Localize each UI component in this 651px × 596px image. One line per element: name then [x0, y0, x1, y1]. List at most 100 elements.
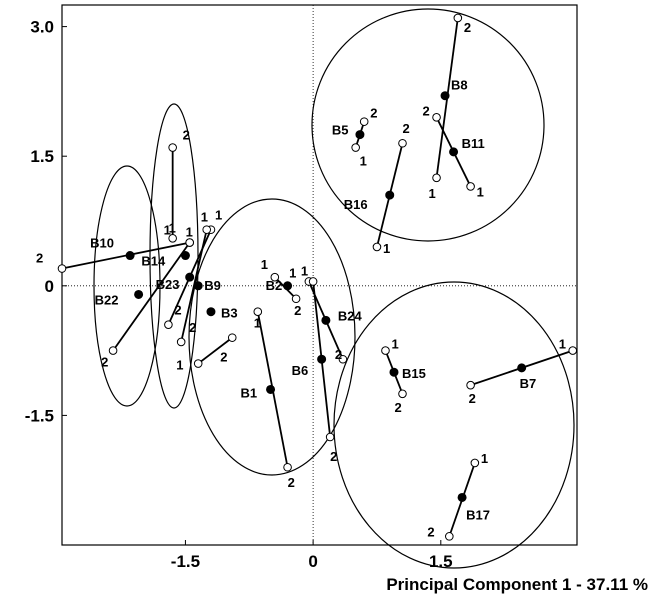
point-b24-mean: [321, 315, 331, 325]
label-b6: B6: [292, 363, 309, 378]
point-b1-rep2: [283, 462, 292, 472]
point-b11-mean: [449, 147, 459, 157]
x-ticks: -1.5 0 1.5: [171, 540, 453, 571]
label-b22-rep1: 1: [186, 225, 193, 240]
point-b10-mean: [125, 251, 135, 261]
label-b7: B7: [520, 376, 537, 391]
label-b1-rep2: 2: [288, 475, 295, 490]
group-ellipse-left-2: [149, 103, 199, 409]
points: [57, 13, 578, 541]
point-b3-rep2: [227, 333, 237, 342]
label-b3-rep1: 1: [176, 358, 183, 373]
label-b23: B23: [156, 277, 180, 292]
plot-border: [61, 4, 578, 546]
plot-frame: [61, 4, 578, 546]
point-b8-rep1: [432, 173, 441, 183]
label-b23-rep2: 2: [174, 303, 181, 318]
point-b2-rep1: [270, 272, 280, 282]
point-b16-rep2: [398, 138, 407, 148]
label-b10: B10: [90, 236, 114, 251]
label-b11: B11: [462, 136, 485, 151]
label-b8-rep1: 1: [429, 186, 436, 201]
zero-lines: [62, 5, 577, 545]
group-ellipse-upper-right: [311, 8, 545, 242]
point-b5-rep1: [351, 143, 360, 152]
label-b8-rep2: 2: [464, 20, 471, 35]
point-b9-mean: [193, 281, 203, 291]
label-b9-rep1: 1: [201, 210, 208, 225]
y-tick-label: 0: [45, 277, 54, 296]
link-b3: [197, 336, 233, 365]
point-b15-rep1: [381, 346, 390, 355]
point-b1-rep1: [253, 307, 263, 317]
label-b5-rep2: 2: [370, 106, 377, 121]
label-b17-rep2: 2: [427, 524, 434, 539]
point-b17-mean: [457, 492, 467, 502]
point-b16-mean: [385, 190, 395, 200]
label-b24-rep1: 1: [301, 263, 308, 278]
link-b22: [112, 242, 191, 352]
label-b11-rep2: 2: [423, 103, 430, 118]
label-b9-rep2: 2: [189, 320, 196, 335]
point-b17-rep2: [445, 532, 454, 541]
y-tick-label: 3.0: [30, 18, 54, 37]
label-b16-rep2: 2: [402, 121, 409, 136]
point-b6-rep2: [325, 432, 335, 442]
label-b15: B15: [402, 366, 426, 381]
label-b7-rep2: 2: [469, 391, 476, 406]
point-b16-rep1: [372, 242, 382, 252]
label-b11-rep1: 1: [477, 184, 484, 199]
label-b17: B17: [466, 507, 490, 522]
replicate-links: [61, 17, 574, 537]
label-b22: B22: [95, 292, 119, 307]
label-b16: B16: [344, 197, 368, 212]
label-b22-rep2: 2: [101, 355, 108, 370]
point-b1-mean: [266, 384, 276, 394]
point-b15-rep2: [398, 389, 407, 399]
label-b3-rep2: 2: [220, 350, 227, 365]
label-b8: B8: [451, 78, 468, 93]
label-b16-rep1: 1: [383, 241, 390, 256]
group-ellipse-center: [188, 198, 356, 476]
point-b11-rep2: [432, 113, 441, 122]
point-b14-mean: [180, 251, 190, 261]
label-b7-rep1: 1: [559, 337, 566, 352]
point-b7-rep2: [466, 380, 475, 390]
point-b22-rep1: [185, 238, 194, 247]
label-b10-rep1: 1: [164, 223, 171, 238]
y-tick-label: -1.5: [25, 406, 54, 425]
label-b3: B3: [221, 306, 238, 321]
point-b3-rep1: [193, 359, 203, 368]
x-axis-label: Principal Component 1 - 37.11 %: [386, 575, 648, 594]
point-b2-rep2: [291, 294, 301, 304]
label-b2-rep1: 1: [261, 257, 268, 272]
point-b17-rep1: [470, 458, 480, 468]
label-b14-rep1: 1: [169, 220, 176, 235]
label-b14-rep2: 2: [183, 128, 190, 143]
group-ellipse-lower-right: [333, 281, 575, 569]
label-b6-rep1: 1: [289, 265, 296, 280]
point-b23-rep2: [164, 320, 173, 329]
label-b1-rep1: 1: [254, 316, 261, 331]
group-ellipses: [93, 8, 575, 569]
point-b14-rep1: [168, 233, 177, 243]
label-b10-rep2: 2: [36, 251, 43, 266]
point-b7-mean: [517, 363, 527, 373]
point-b9-rep1: [202, 225, 212, 234]
label-b23-rep1: 1: [215, 208, 222, 223]
point-b2-mean: [283, 281, 293, 291]
point-b22-rep2: [108, 346, 118, 355]
label-b2: B2: [266, 278, 283, 293]
label-b9: B9: [204, 278, 221, 293]
point-b23-mean: [185, 272, 195, 282]
point-b5-rep2: [359, 117, 369, 126]
point-b8-mean: [440, 91, 450, 101]
point-b5-mean: [355, 130, 365, 140]
label-b24: B24: [338, 308, 363, 323]
point-b8-rep2: [453, 13, 463, 23]
point-b6-mean: [317, 354, 327, 364]
point-b14-rep2: [168, 143, 177, 152]
label-b2-rep2: 2: [294, 303, 301, 318]
